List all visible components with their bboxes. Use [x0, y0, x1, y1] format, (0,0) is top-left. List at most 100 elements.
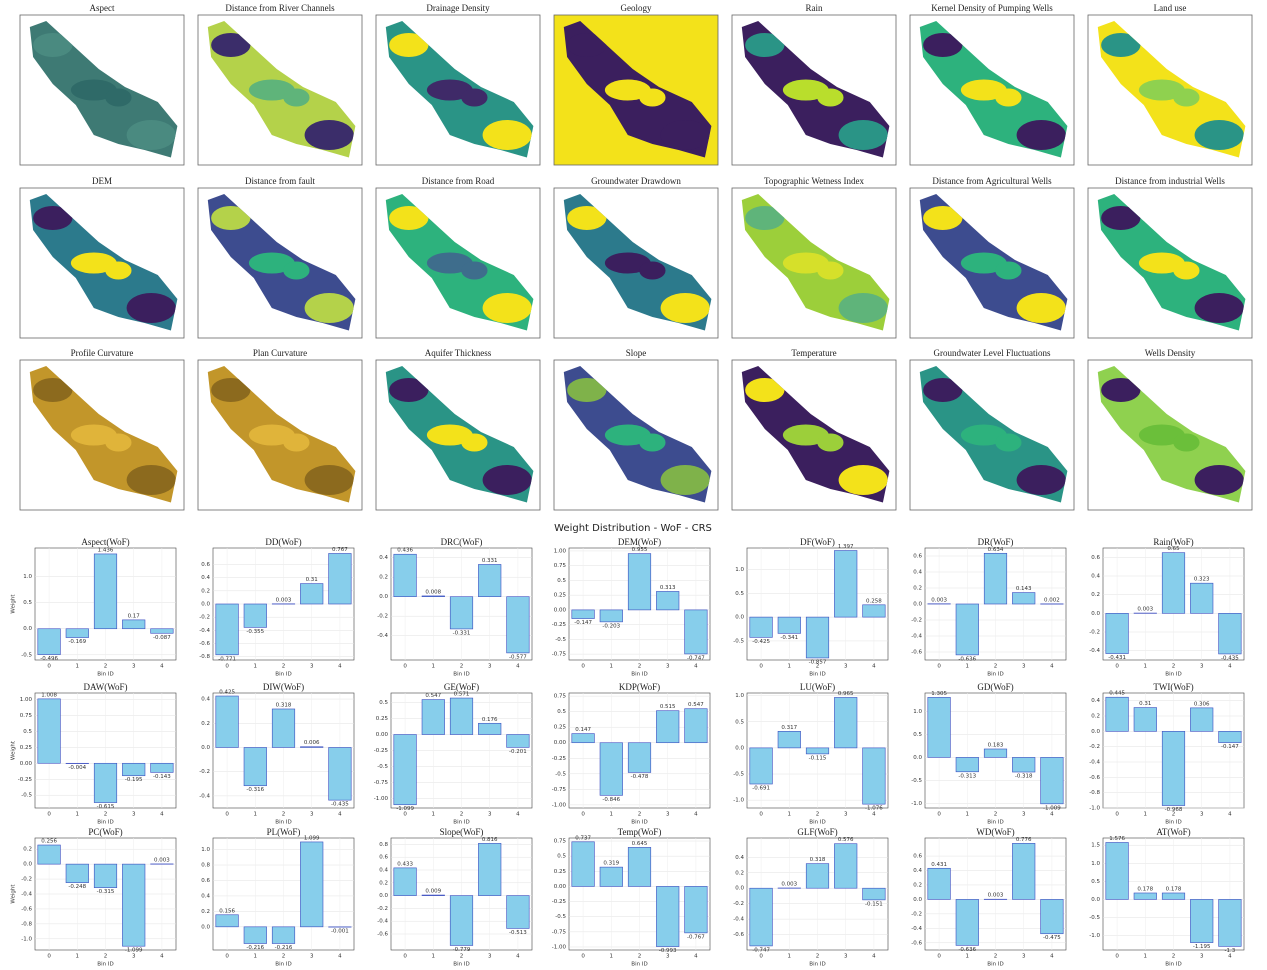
x-tick-label: 3 [844, 664, 848, 670]
value-label: 1.576 [1109, 836, 1125, 842]
x-tick-label: 0 [937, 664, 941, 670]
x-tick-label: 3 [1022, 954, 1026, 960]
y-tick-label: -0.6 [733, 932, 744, 938]
map-title: Kernel Density of Pumping Wells [931, 3, 1053, 13]
y-tick-label: -0.6 [377, 932, 388, 938]
y-tick-label: 0.0 [913, 755, 922, 761]
bar [272, 709, 295, 747]
bar [216, 696, 239, 747]
x-tick-label: 3 [310, 954, 314, 960]
x-tick-label: 2 [282, 812, 286, 818]
map-title: Aspect [90, 3, 115, 13]
bar [216, 915, 239, 927]
y-tick-label: -1.0 [1089, 933, 1100, 939]
y-tick-label: 1.0 [735, 693, 744, 699]
map-panel: Distance from River Channels [198, 3, 362, 165]
y-tick-label: 0.5 [23, 600, 32, 606]
x-tick-label: 1 [610, 954, 614, 960]
y-tick-label: -0.5 [377, 764, 388, 770]
bar [834, 844, 857, 888]
chart-title: LU(WoF) [800, 682, 835, 692]
y-tick-label: -1.0 [733, 798, 744, 804]
x-tick-label: 4 [694, 812, 698, 818]
map-zone [1017, 293, 1066, 323]
y-tick-label: -0.8 [1089, 790, 1100, 796]
value-label: -0.478 [631, 774, 649, 780]
y-tick-label: 0.0 [379, 893, 388, 899]
chart-title: DR(WoF) [978, 537, 1014, 547]
map-title: Distance from Road [422, 176, 495, 186]
y-tick-label: 0.4 [379, 555, 388, 561]
value-label: -1.099 [125, 948, 143, 954]
map-zone [995, 434, 1021, 452]
bar [778, 731, 801, 748]
value-label: 0.003 [931, 597, 947, 603]
x-tick-label: 4 [516, 954, 520, 960]
bar [1219, 613, 1242, 654]
bar-chart: -0.4-0.20.00.20.40.60-0.43110.00320.6530… [1089, 537, 1244, 677]
x-tick-label: 1 [1144, 812, 1148, 818]
value-label: -0.087 [153, 635, 171, 641]
value-label: -0.846 [602, 797, 620, 803]
value-label: 0.515 [660, 704, 676, 710]
bar-chart: -0.6-0.4-0.20.00.20.40.600.0031-0.63620.… [911, 537, 1066, 677]
x-tick-label: 3 [310, 664, 314, 670]
x-tick-label: 4 [516, 664, 520, 670]
chart-title: DIW(WoF) [263, 682, 304, 692]
value-label: -0.115 [809, 755, 827, 761]
x-tick-label: 3 [1200, 664, 1204, 670]
map-zone [305, 465, 354, 495]
bar [806, 617, 829, 658]
x-tick-label: 0 [403, 812, 407, 818]
value-label: 0.147 [575, 727, 591, 733]
value-label: 0.003 [781, 881, 797, 887]
x-tick-label: 2 [460, 954, 464, 960]
map-zone [105, 89, 131, 107]
value-label: 0.323 [1194, 577, 1210, 583]
bar [1134, 708, 1157, 732]
y-tick-label: -0.6 [911, 940, 922, 946]
y-axis-label: Weight [11, 594, 17, 614]
y-tick-label: -1.00 [552, 802, 567, 808]
y-tick-label: 0.5 [735, 719, 744, 725]
map-zone [461, 434, 487, 452]
x-tick-label: 3 [666, 664, 670, 670]
y-tick-label: 0.6 [913, 554, 922, 560]
value-label: -1.3 [1225, 948, 1236, 954]
bar [750, 748, 773, 784]
x-tick-label: 1 [254, 954, 258, 960]
y-tick-label: -0.2 [377, 614, 388, 620]
x-tick-label: 2 [994, 812, 998, 818]
bar [1041, 899, 1064, 933]
value-label: -0.151 [865, 901, 883, 907]
x-tick-label: 1 [966, 812, 970, 818]
map-zone [483, 465, 532, 495]
value-label: -1.076 [865, 806, 883, 812]
y-tick-label: -0.5 [555, 914, 566, 920]
value-label: 0.258 [866, 598, 882, 604]
y-tick-label: 0.0 [913, 602, 922, 608]
map-zone [127, 120, 176, 150]
value-label: 0.436 [397, 548, 413, 554]
y-tick-label: 0.75 [554, 839, 567, 845]
bar [956, 604, 979, 655]
y-tick-label: -0.6 [911, 650, 922, 656]
bar [300, 842, 323, 927]
figure: Weight Distribution - WoF - CRS AspectDi… [0, 0, 1267, 970]
x-tick-label: 0 [225, 954, 229, 960]
y-tick-label: 0.4 [913, 868, 922, 874]
map-zone [661, 465, 710, 495]
x-axis-label: Bin ID [809, 820, 825, 826]
value-label: -0.001 [331, 928, 349, 934]
value-label: 0.306 [1194, 701, 1210, 707]
y-tick-label: -0.25 [374, 748, 389, 754]
map-zone [1195, 465, 1244, 495]
y-tick-label: -0.2 [733, 901, 744, 907]
bar [329, 747, 352, 800]
value-label: -0.431 [1108, 655, 1126, 661]
bar [572, 610, 595, 619]
y-tick-label: -0.6 [1089, 775, 1100, 781]
x-tick-label: 3 [1022, 664, 1026, 670]
bar [984, 749, 1007, 757]
y-tick-label: 0.2 [913, 586, 922, 592]
